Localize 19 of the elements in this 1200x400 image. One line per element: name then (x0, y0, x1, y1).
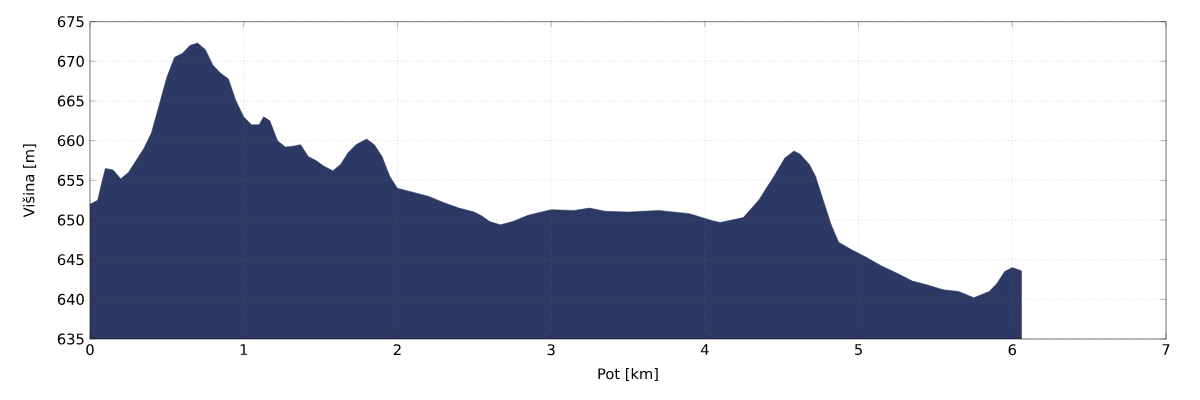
x-tick-label: 6 (1008, 344, 1017, 356)
x-tick-label: 2 (393, 344, 401, 356)
y-tick-label: 675 (57, 16, 84, 28)
y-axis-title: Višina [m] (22, 144, 37, 218)
x-tick-label: 0 (86, 344, 94, 356)
y-tick-label: 670 (57, 55, 84, 67)
y-tick-label: 645 (57, 254, 84, 266)
y-tick-label: 650 (57, 214, 84, 226)
x-tick-label: 4 (700, 344, 709, 355)
x-tick-label: 7 (1162, 344, 1170, 355)
x-tick-label: 1 (240, 344, 248, 355)
x-tick-label: 5 (855, 344, 862, 356)
x-tick-label: 3 (547, 344, 555, 356)
y-tick-label: 655 (57, 174, 84, 186)
y-tick-label: 635 (57, 333, 84, 345)
x-axis-title: Pot [km] (598, 367, 658, 382)
y-tick-label: 665 (57, 95, 84, 107)
y-tick-label: 640 (57, 293, 84, 305)
y-tick-label: 660 (57, 135, 84, 147)
